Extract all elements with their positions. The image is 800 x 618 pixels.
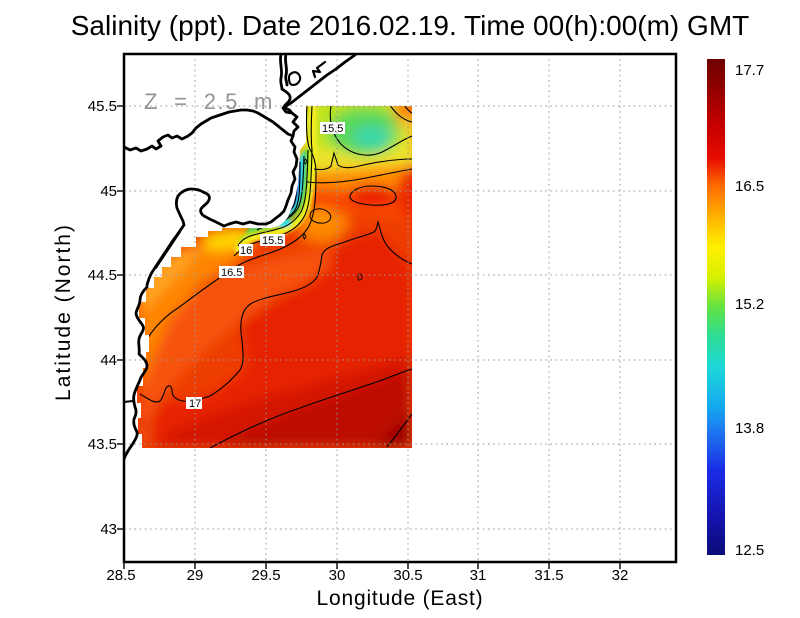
svg-text:29: 29 [187,567,204,584]
svg-text:Longitude (East): Longitude (East) [317,587,484,610]
svg-text:17.7: 17.7 [735,62,764,79]
svg-text:15.5: 15.5 [322,123,343,135]
svg-text:45.5: 45.5 [88,98,117,115]
svg-text:Latitude (North): Latitude (North) [52,223,75,401]
svg-text:16.5: 16.5 [735,178,764,195]
svg-text:31.5: 31.5 [534,567,563,584]
svg-text:43: 43 [100,521,117,538]
svg-text:13.8: 13.8 [735,420,764,437]
svg-text:30.5: 30.5 [393,567,422,584]
svg-text:15.2: 15.2 [735,296,764,313]
svg-text:12.5: 12.5 [735,542,764,559]
svg-text:16: 16 [240,245,252,257]
svg-text:28.5: 28.5 [106,567,135,584]
svg-text:43.5: 43.5 [88,436,117,453]
svg-text:29.5: 29.5 [251,567,280,584]
svg-text:Salinity (ppt). Date 2016.02.1: Salinity (ppt). Date 2016.02.19. Time 00… [71,10,750,41]
svg-text:30: 30 [329,567,346,584]
svg-text:32: 32 [612,567,629,584]
svg-text:15.5: 15.5 [262,235,283,247]
svg-text:45: 45 [100,183,117,200]
svg-text:44: 44 [100,352,117,369]
svg-text:31: 31 [470,567,487,584]
svg-text:16.5: 16.5 [221,267,242,279]
svg-text:Z = 2.5 m: Z = 2.5 m [144,89,274,114]
svg-text:44.5: 44.5 [88,267,117,284]
